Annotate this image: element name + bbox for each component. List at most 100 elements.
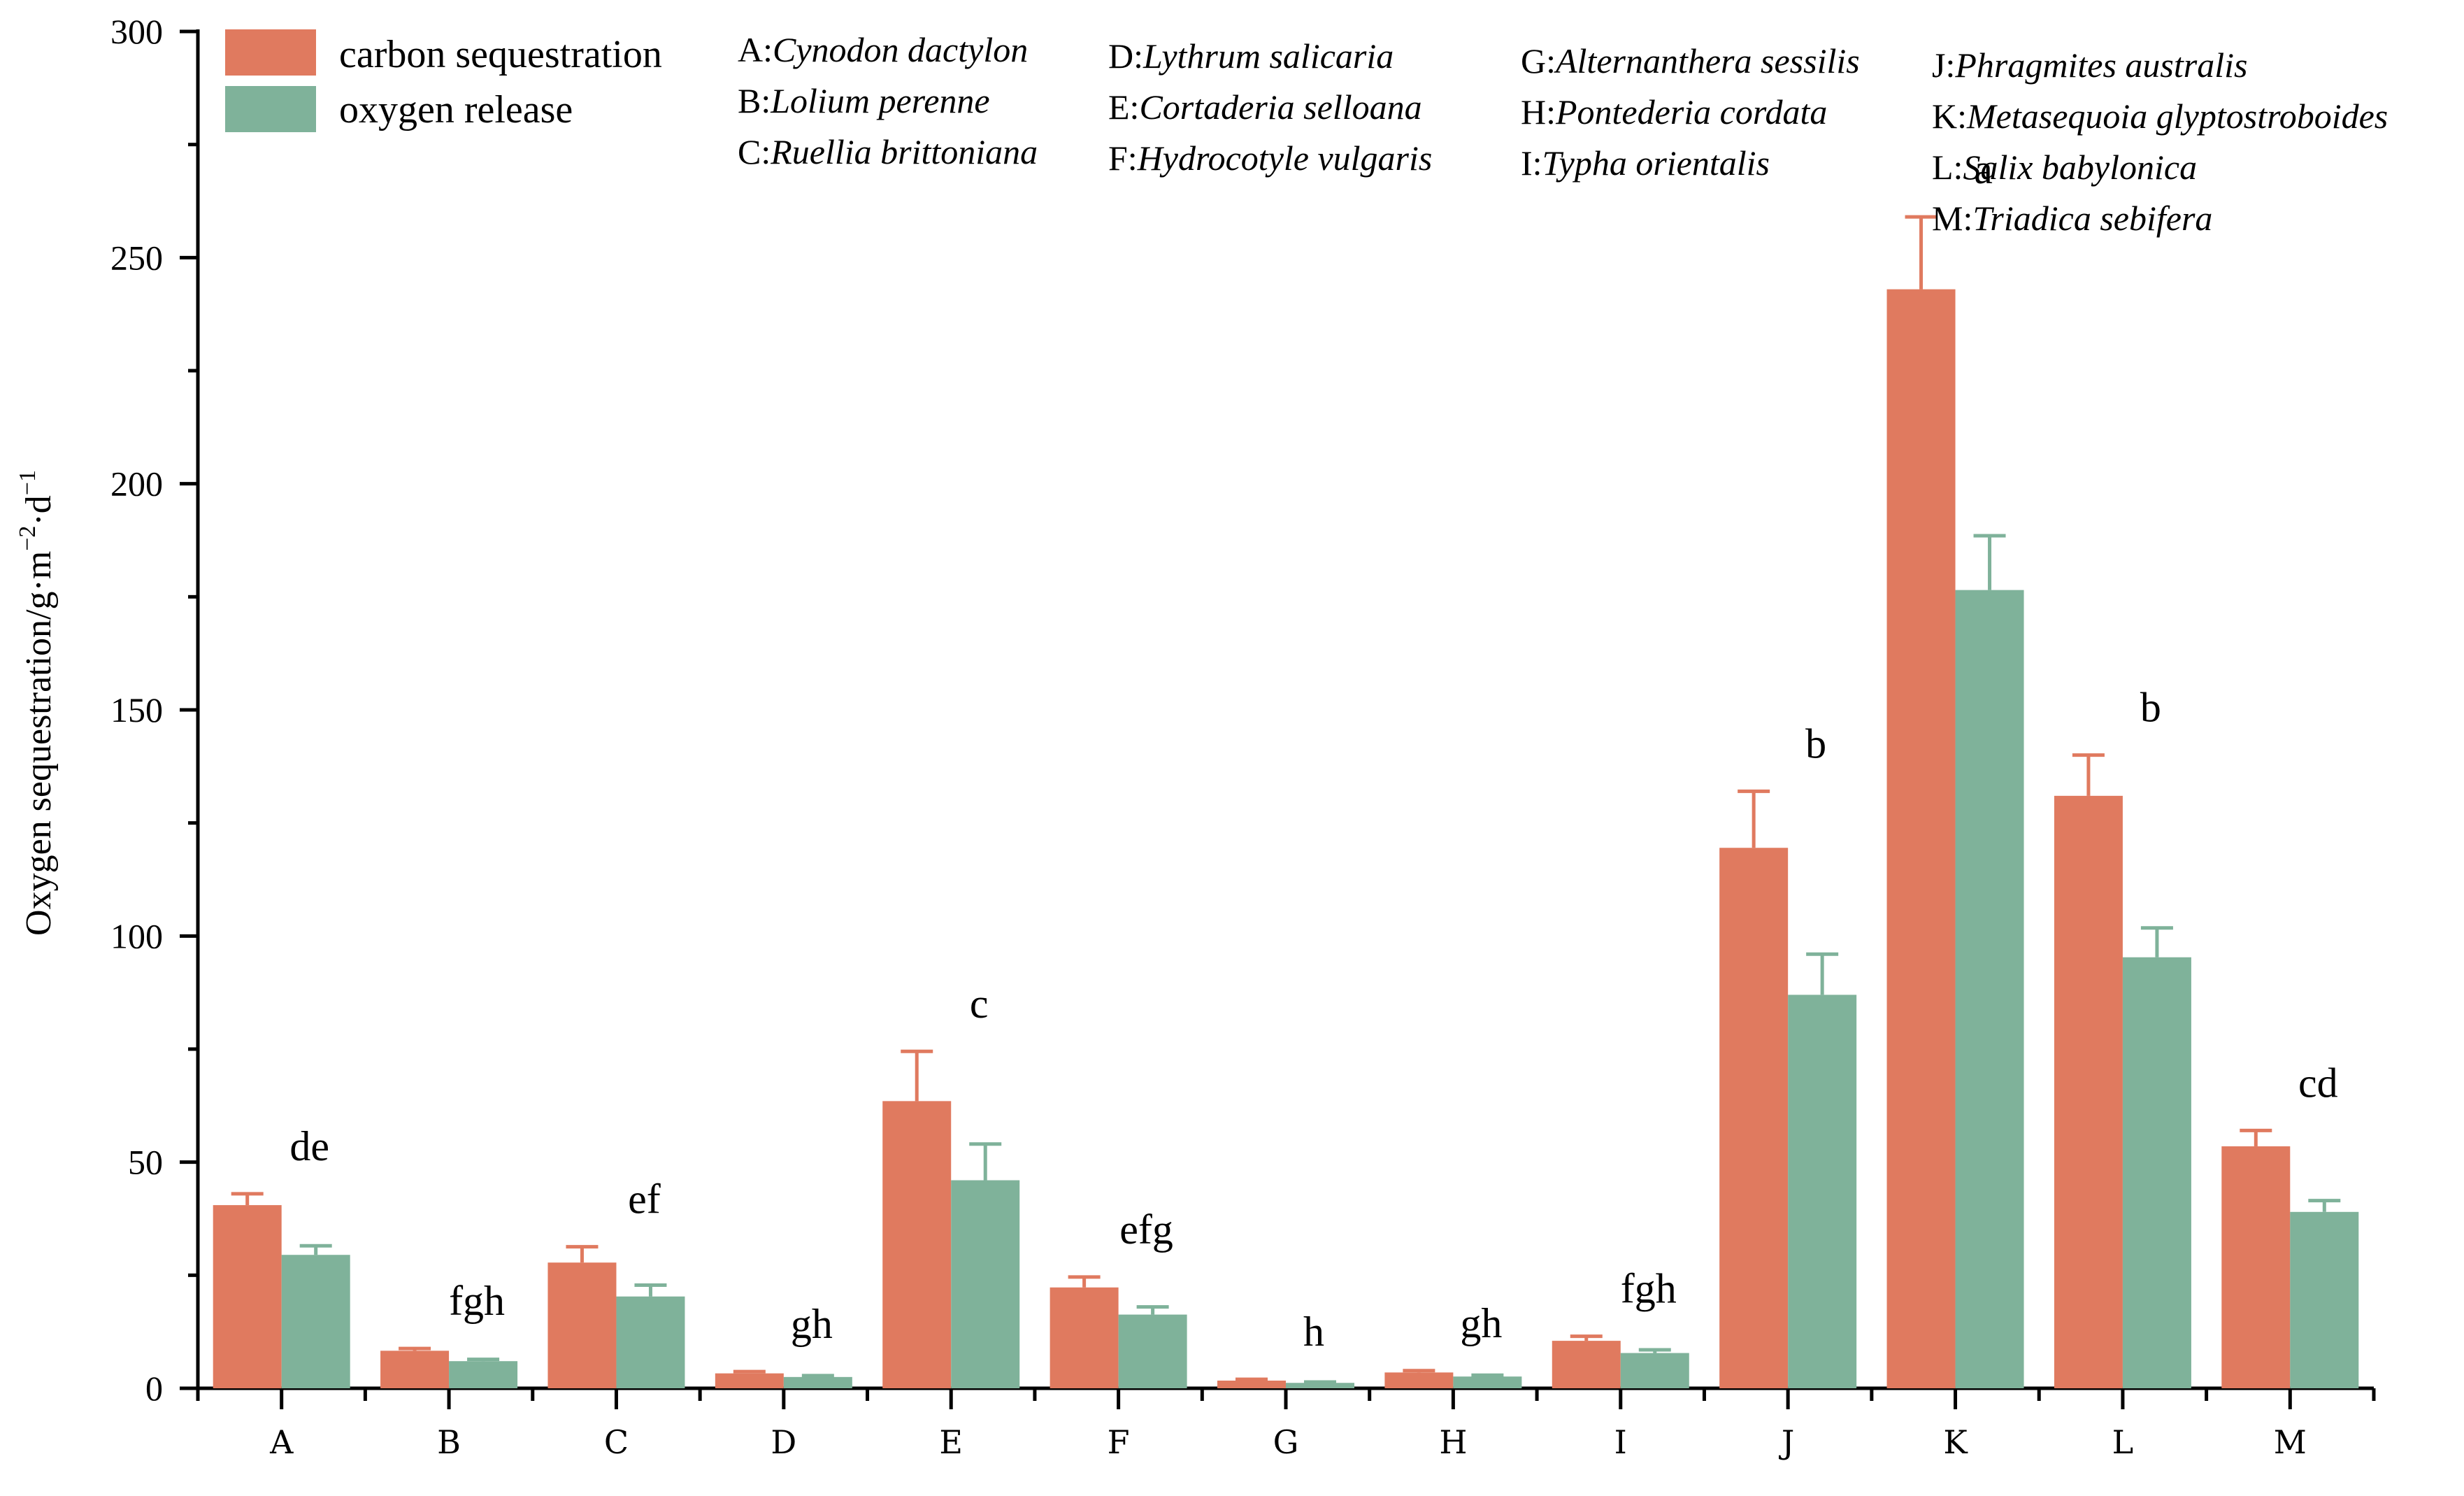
species-code: B:: [738, 81, 771, 120]
species-key-item: G:Alternanthera sessilis: [1521, 41, 1860, 80]
bar-oxygen-H: [1453, 1376, 1522, 1388]
species-code: L:: [1932, 148, 1963, 187]
error-bar-carbon-C: [566, 1245, 599, 1263]
significance-label-L: b: [2140, 685, 2161, 731]
error-bar-oxygen-L: [2140, 926, 2173, 957]
species-name: Typha orientalis: [1542, 143, 1770, 183]
error-bar-oxygen-G: [1304, 1380, 1336, 1384]
bar-oxygen-L: [2122, 957, 2191, 1388]
bar-carbon-G: [1217, 1381, 1286, 1388]
bar-carbon-D: [715, 1373, 784, 1388]
species-name: Triadica sebifera: [1972, 199, 2212, 238]
x-tick-label: M: [2274, 1423, 2307, 1461]
x-tick-label: C: [604, 1423, 629, 1461]
legend-swatch-oxygen: [225, 86, 316, 132]
bar-oxygen-M: [2290, 1211, 2359, 1388]
error-bar-oxygen-D: [801, 1374, 834, 1378]
x-tick-label: A: [269, 1423, 294, 1461]
species-key-item: H:Pontederia cordata: [1521, 92, 1827, 131]
x-tick-label: E: [939, 1423, 963, 1461]
bar-carbon-A: [213, 1205, 282, 1388]
y-tick-label: 50: [128, 1143, 163, 1182]
species-name: Pontederia cordata: [1555, 92, 1827, 131]
y-ticks: 0 50 100 150 200 250 300: [110, 12, 198, 1408]
error-bar-oxygen-E: [969, 1142, 1002, 1181]
significance-label-K: a: [1974, 146, 1993, 192]
species-code: D:: [1108, 36, 1143, 76]
species-key-item: A:Cynodon dactylon: [738, 30, 1028, 69]
bar-carbon-J: [1719, 848, 1789, 1388]
species-key-item: I:Typha orientalis: [1521, 143, 1770, 183]
error-bar-oxygen-B: [467, 1358, 500, 1362]
species-key-item: F:Hydrocotyle vulgaris: [1108, 138, 1432, 178]
significance-label-E: c: [970, 981, 989, 1027]
bar-oxygen-K: [1955, 590, 2024, 1389]
x-tick-label: L: [2112, 1423, 2134, 1461]
species-name: Cynodon dactylon: [773, 30, 1028, 69]
species-code: A:: [738, 30, 773, 69]
significance-label-M: cd: [2298, 1060, 2338, 1106]
y-tick-label: 250: [110, 238, 163, 277]
bar-oxygen-J: [1788, 995, 1857, 1388]
significance-label-G: h: [1303, 1309, 1324, 1355]
error-bar-carbon-D: [733, 1369, 766, 1374]
species-name: Cortaderia selloana: [1139, 87, 1421, 127]
bar-carbon-E: [882, 1101, 952, 1388]
bar-oxygen-C: [616, 1296, 685, 1388]
bar-carbon-I: [1552, 1341, 1621, 1388]
legend: carbon sequestration oxygen release: [225, 29, 662, 132]
bar-oxygen-I: [1620, 1353, 1689, 1388]
species-name: Lolium perenne: [770, 81, 989, 120]
bar-oxygen-A: [281, 1255, 350, 1388]
bar-marks: [213, 289, 2359, 1389]
error-bar-oxygen-C: [634, 1283, 667, 1297]
species-code: F:: [1108, 138, 1138, 178]
bar-carbon-H: [1384, 1372, 1454, 1388]
error-bar-carbon-A: [231, 1192, 264, 1206]
bar-carbon-C: [547, 1262, 617, 1388]
bar-carbon-M: [2221, 1146, 2291, 1388]
error-bar-carbon-E: [901, 1049, 933, 1102]
error-bar-carbon-B: [399, 1346, 431, 1351]
species-name: Phragmites australis: [1954, 45, 2247, 85]
bar-carbon-K: [1886, 289, 1956, 1389]
significance-label-H: gh: [1460, 1300, 1502, 1346]
x-tick-label: K: [1943, 1423, 1968, 1461]
y-tick-label: 200: [110, 464, 163, 504]
species-key-item: E:Cortaderia selloana: [1108, 87, 1422, 127]
species-key-item: J:Phragmites australis: [1932, 45, 2247, 85]
bar-oxygen-B: [449, 1361, 518, 1388]
species-name: Salix babylonica: [1963, 148, 2197, 187]
error-bars: [231, 215, 2341, 1384]
species-name: Alternanthera sessilis: [1554, 41, 1860, 80]
species-name: Ruellia brittoniana: [770, 132, 1038, 171]
bar-carbon-L: [2054, 795, 2123, 1388]
significance-label-J: b: [1805, 720, 1826, 767]
bar-oxygen-D: [783, 1376, 852, 1388]
y-axis-label: Oxygen sequestration/g·m−2·d−1: [15, 470, 59, 936]
x-tick-label: G: [1273, 1423, 1299, 1461]
x-tick-label: F: [1108, 1423, 1130, 1461]
bar-oxygen-F: [1118, 1314, 1187, 1388]
error-bar-oxygen-F: [1136, 1305, 1169, 1315]
error-bar-oxygen-A: [299, 1244, 332, 1255]
error-bar-oxygen-I: [1638, 1348, 1671, 1353]
significance-label-C: ef: [628, 1176, 661, 1223]
species-key-item: L:Salix babylonica: [1932, 148, 2197, 187]
error-bar-carbon-J: [1738, 789, 1770, 848]
x-ticks: A B C D E F G H I J K L M: [196, 1388, 2376, 1461]
species-name: Metasequoia glyptostroboides: [1966, 97, 2388, 136]
x-tick-label: B: [437, 1423, 461, 1461]
bar-carbon-B: [380, 1351, 450, 1388]
legend-swatch-carbon: [225, 29, 316, 76]
species-name: Lythrum salicaria: [1143, 36, 1394, 76]
species-code: H:: [1521, 92, 1556, 131]
error-bar-carbon-H: [1403, 1369, 1435, 1373]
species-code: G:: [1521, 41, 1556, 80]
error-bar-carbon-M: [2240, 1128, 2272, 1147]
species-code: I:: [1521, 143, 1542, 183]
species-key-item: D:Lythrum salicaria: [1108, 36, 1394, 76]
species-code: J:: [1932, 45, 1955, 85]
